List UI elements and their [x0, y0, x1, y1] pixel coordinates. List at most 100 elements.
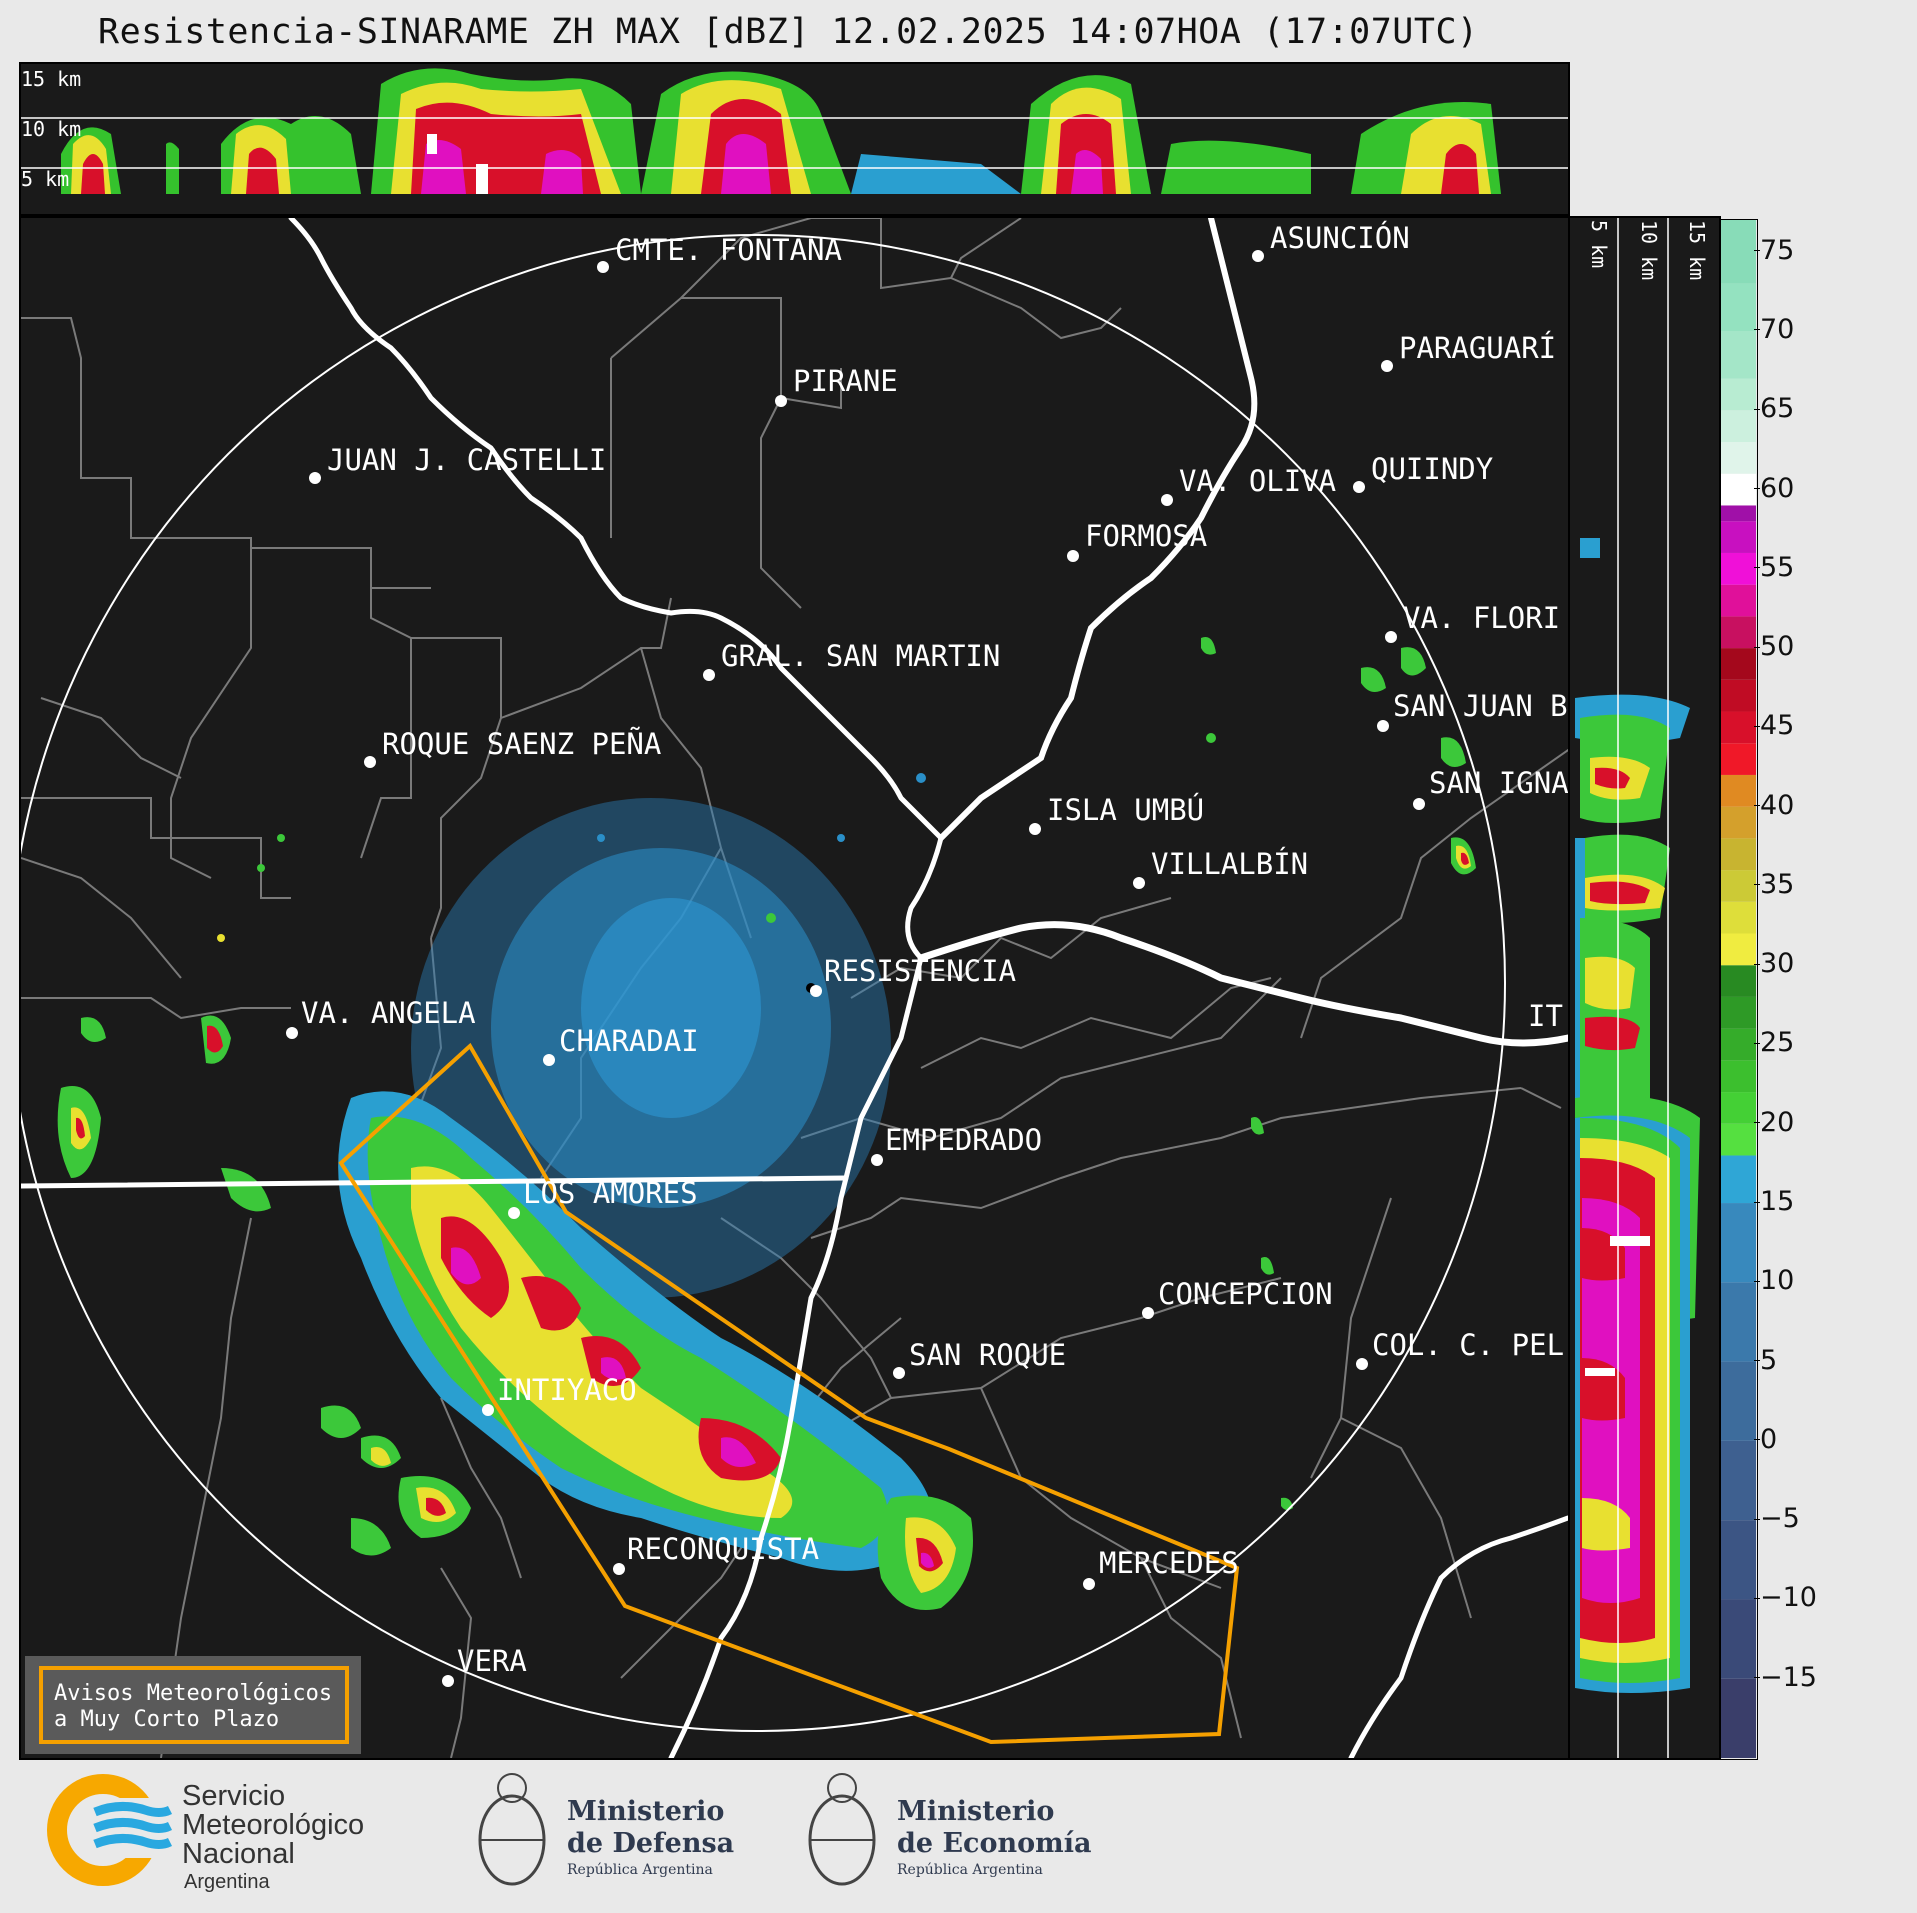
- city-san-igna: SAN IGNA: [1413, 766, 1568, 810]
- city-quiindy: QUIINDY: [1353, 452, 1493, 493]
- colorbar-tick: 70: [1753, 313, 1795, 345]
- city-paraguari: PARAGUARÍ: [1381, 331, 1556, 372]
- city-formosa: FORMOSA: [1067, 519, 1207, 562]
- colorbar-band: [1721, 1361, 1756, 1441]
- svg-text:COL. C. PEL: COL. C. PEL: [1372, 1328, 1564, 1362]
- city-resistencia: RESISTENCIA: [810, 954, 1016, 997]
- colorbar-band: [1721, 838, 1756, 871]
- city-gral-san-martin: GRAL. SAN MARTIN: [703, 639, 1000, 681]
- colorbar-tick: 20: [1753, 1106, 1795, 1138]
- svg-text:VA. FLORI: VA. FLORI: [1403, 601, 1560, 635]
- colorbar-tick: 15: [1753, 1186, 1795, 1218]
- side-label-10km: 10 km: [1637, 220, 1661, 280]
- colorbar-band: [1721, 648, 1756, 680]
- svg-text:CHARADAI: CHARADAI: [559, 1024, 699, 1058]
- svg-text:VERA: VERA: [457, 1644, 527, 1678]
- svg-text:EMPEDRADO: EMPEDRADO: [885, 1123, 1042, 1157]
- colorbar-band: [1721, 616, 1756, 649]
- svg-text:RECONQUISTA: RECONQUISTA: [627, 1532, 819, 1566]
- city-roque-saenz-pena: ROQUE SAENZ PEÑA: [364, 727, 661, 768]
- radar-map-canvas[interactable]: CMTE. FONTANA ASUNCIÓN PIRANE PARAGUARÍ …: [21, 218, 1568, 1758]
- defensa-text-2: de Defensa: [567, 1828, 734, 1859]
- colorbar-band: [1721, 679, 1756, 712]
- warning-polygon[interactable]: [338, 1042, 1240, 1745]
- colorbar-band: [1721, 1155, 1756, 1204]
- svg-text:CONCEPCION: CONCEPCION: [1158, 1277, 1333, 1311]
- colorbar-tick: 30: [1753, 948, 1795, 980]
- smn-text-2: Meteorológico: [182, 1809, 364, 1841]
- colorbar-band: [1721, 1060, 1756, 1093]
- colorbar-tick: 5: [1753, 1344, 1778, 1376]
- dbz-colorbar: [1720, 219, 1758, 1760]
- colorbar-band: [1721, 1282, 1756, 1362]
- top-label-15km: 15 km: [21, 67, 81, 91]
- side-label-15km: 15 km: [1685, 220, 1709, 280]
- city-concepcion: CONCEPCION: [1142, 1277, 1333, 1319]
- colorbar-band: [1721, 552, 1756, 585]
- city-va-angela: VA. ANGELA: [286, 996, 476, 1039]
- colorbar-band: [1721, 441, 1756, 474]
- economia-text-2: de Economía: [897, 1828, 1091, 1859]
- svg-text:SAN ROQUE: SAN ROQUE: [909, 1338, 1066, 1372]
- top-label-5km: 5 km: [21, 167, 69, 191]
- colorbar-tick: 45: [1753, 710, 1795, 742]
- colorbar-band: [1721, 996, 1756, 1029]
- defensa-text-3: República Argentina: [567, 1862, 713, 1878]
- svg-text:PARAGUARÍ: PARAGUARÍ: [1399, 331, 1556, 365]
- top-cross-section: 15 km 10 km 5 km: [19, 62, 1570, 216]
- economia-logo: Ministerio de Economía República Argenti…: [808, 1773, 1091, 1886]
- side-cross-section: 5 km 10 km 15 km: [1570, 216, 1721, 1760]
- colorbar-tick: 10: [1753, 1265, 1795, 1297]
- svg-text:SAN IGNA: SAN IGNA: [1429, 766, 1568, 800]
- svg-text:RESISTENCIA: RESISTENCIA: [824, 954, 1016, 988]
- city-intiyaco: INTIYACO: [482, 1373, 637, 1416]
- colorbar-band: [1721, 584, 1756, 617]
- city-empedrado: EMPEDRADO: [871, 1123, 1042, 1166]
- economia-text-3: República Argentina: [897, 1862, 1043, 1878]
- colorbar-band: [1721, 965, 1756, 997]
- city-reconquista: RECONQUISTA: [613, 1532, 819, 1575]
- warning-legend-box: Avisos Meteorológicos a Muy Corto Plazo: [25, 1656, 361, 1754]
- city-san-roque: SAN ROQUE: [893, 1338, 1066, 1379]
- city-asuncion: ASUNCIÓN: [1252, 221, 1410, 262]
- warning-box-line1: Avisos Meteorológicos: [54, 1681, 332, 1706]
- city-va-flori: VA. FLORI: [1385, 601, 1560, 643]
- warning-box-line2: a Muy Corto Plazo: [54, 1707, 279, 1732]
- colorbar-band: [1721, 1092, 1756, 1124]
- svg-text:LOS AMORES: LOS AMORES: [523, 1176, 698, 1210]
- smn-text-1: Servicio: [182, 1780, 285, 1812]
- colorbar-band: [1721, 901, 1756, 934]
- svg-text:CMTE. FONTANA: CMTE. FONTANA: [615, 233, 842, 267]
- svg-text:VA. OLIVA: VA. OLIVA: [1179, 464, 1336, 498]
- colorbar-tick: 40: [1753, 789, 1795, 821]
- city-charadai: CHARADAI: [543, 1024, 699, 1066]
- map-title: Resistencia-SINARAME ZH MAX [dBZ] 12.02.…: [98, 12, 1479, 52]
- side-cross-section-canvas: 5 km 10 km 15 km: [1575, 218, 1709, 1758]
- rivers-borders: [21, 218, 1568, 1758]
- svg-text:MERCEDES: MERCEDES: [1099, 1546, 1239, 1580]
- svg-text:JUAN J. CASTELLI: JUAN J. CASTELLI: [327, 443, 606, 477]
- svg-text:INTIYACO: INTIYACO: [497, 1373, 637, 1407]
- colorbar-band: [1721, 521, 1756, 553]
- colorbar-tick: −15: [1754, 1661, 1817, 1693]
- colorbar-tick: 25: [1753, 1027, 1795, 1059]
- city-isla-umbu: ISLA UMBÚ: [1029, 793, 1204, 835]
- colorbar-band: [1721, 1599, 1756, 1679]
- smn-text-3: Nacional: [182, 1838, 295, 1870]
- radar-map[interactable]: CMTE. FONTANA ASUNCIÓN PIRANE PARAGUARÍ …: [19, 216, 1570, 1760]
- city-san-juan-b: SAN JUAN B: [1377, 689, 1568, 732]
- logos-canvas: Servicio Meteorológico Nacional Argentin…: [47, 1773, 1091, 1893]
- economia-text-1: Ministerio: [897, 1796, 1054, 1827]
- svg-text:VILLALBÍN: VILLALBÍN: [1151, 847, 1308, 881]
- city-labels: CMTE. FONTANA ASUNCIÓN PIRANE PARAGUARÍ …: [286, 221, 1568, 1687]
- svg-text:GRAL. SAN MARTIN: GRAL. SAN MARTIN: [721, 639, 1000, 673]
- city-vera: VERA: [442, 1644, 527, 1687]
- defensa-text-1: Ministerio: [567, 1796, 724, 1827]
- colorbar-tick: −5: [1754, 1503, 1800, 1535]
- side-cross-section-echoes: [1575, 538, 1700, 1693]
- colorbar-gradient: [1721, 220, 1756, 1758]
- svg-text:ROQUE SAENZ PEÑA: ROQUE SAENZ PEÑA: [382, 727, 661, 761]
- svg-text:ASUNCIÓN: ASUNCIÓN: [1270, 221, 1410, 255]
- svg-text:QUIINDY: QUIINDY: [1371, 452, 1493, 486]
- svg-text:FORMOSA: FORMOSA: [1085, 519, 1207, 553]
